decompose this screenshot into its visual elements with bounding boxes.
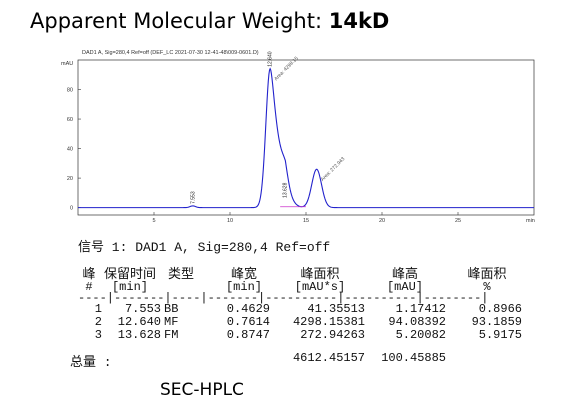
table-cell: FM	[164, 328, 179, 342]
x-tick-label: 10	[227, 218, 233, 224]
table-cell: 4298.15381	[292, 315, 365, 329]
table-cell: 7.553	[124, 302, 161, 316]
total-area: 4612.45157	[292, 351, 365, 365]
molecular-weight-heading: Apparent Molecular Weight: 14kD	[30, 9, 389, 33]
chromatogram-chart: DAD1 A, Sig=280,4 Ref=off (DEF_LC 2021-0…	[61, 50, 535, 224]
peak-rt-label: 13.628	[283, 182, 289, 198]
table-cell: 0.8747	[226, 328, 270, 342]
column-header: 峰宽	[230, 267, 257, 282]
column-header: 峰面积	[467, 267, 507, 282]
chromatogram-trace	[78, 67, 534, 209]
x-tick-label: 25	[455, 218, 461, 224]
table-cell: 272.94263	[300, 328, 365, 342]
x-tick-label: 20	[379, 218, 385, 224]
y-tick-label: 60	[67, 117, 73, 123]
table-cell: 12.640	[117, 315, 161, 329]
table-separator: ----|-------|----|-------|----------|---…	[78, 291, 489, 305]
column-header: 峰	[82, 267, 96, 282]
column-header: 保留时间	[103, 267, 156, 282]
table-cell: 3	[94, 328, 102, 342]
column-unit: [min]	[225, 280, 262, 294]
molecular-weight-value: 14kD	[328, 9, 390, 33]
column-unit: [mAU*s]	[294, 280, 346, 294]
column-unit: [min]	[111, 280, 148, 294]
signal-description: 信号 1: DAD1 A, Sig=280,4 Ref=off	[78, 240, 331, 255]
table-cell: 1	[94, 302, 102, 316]
table-cell: 2	[94, 315, 102, 329]
column-header: 类型	[167, 267, 194, 282]
column-header: 峰面积	[300, 267, 340, 282]
total-height: 100.45885	[381, 351, 446, 365]
column-header: 峰高	[391, 267, 418, 282]
y-tick-label: 20	[67, 176, 73, 182]
table-cell: 0.8966	[478, 302, 522, 316]
peak-area-annotation: Area: 272.943	[320, 156, 347, 183]
table-cell: 41.35513	[307, 302, 365, 316]
column-unit: #	[85, 280, 93, 294]
table-cell: 93.1859	[471, 315, 522, 329]
molecular-weight-label: Apparent Molecular Weight:	[30, 9, 323, 33]
table-cell: 94.08392	[388, 315, 446, 329]
y-tick-label: 40	[67, 147, 73, 153]
y-tick-label: 80	[67, 88, 73, 94]
peak-rt-label: 12.640	[268, 51, 274, 67]
x-tick-label: 5	[152, 218, 155, 224]
method-caption: SEC-HPLC	[160, 380, 244, 400]
peak-rt-label: 7.553	[190, 191, 196, 204]
column-unit: %	[483, 280, 491, 294]
table-cell: 5.9175	[478, 328, 522, 342]
y-axis-label: mAU	[61, 61, 73, 67]
table-cell: 13.628	[117, 328, 161, 342]
y-tick-label: 0	[70, 206, 73, 212]
peak-area-annotation: Area: 4298.15	[273, 56, 300, 83]
x-axis-label: min	[526, 218, 535, 224]
table-cell: 0.7614	[226, 315, 270, 329]
table-cell: 1.17412	[395, 302, 446, 316]
total-label: 总量 :	[70, 355, 112, 370]
table-cell: 0.4629	[226, 302, 270, 316]
table-cell: MF	[164, 315, 179, 329]
chart-title: DAD1 A, Sig=280,4 Ref=off (DEF_LC 2021-0…	[82, 50, 259, 56]
table-cell: 5.20082	[395, 328, 446, 342]
table-cell: BB	[164, 302, 179, 316]
column-unit: [mAU]	[386, 280, 423, 294]
x-tick-label: 15	[303, 218, 309, 224]
plot-frame	[77, 59, 535, 216]
